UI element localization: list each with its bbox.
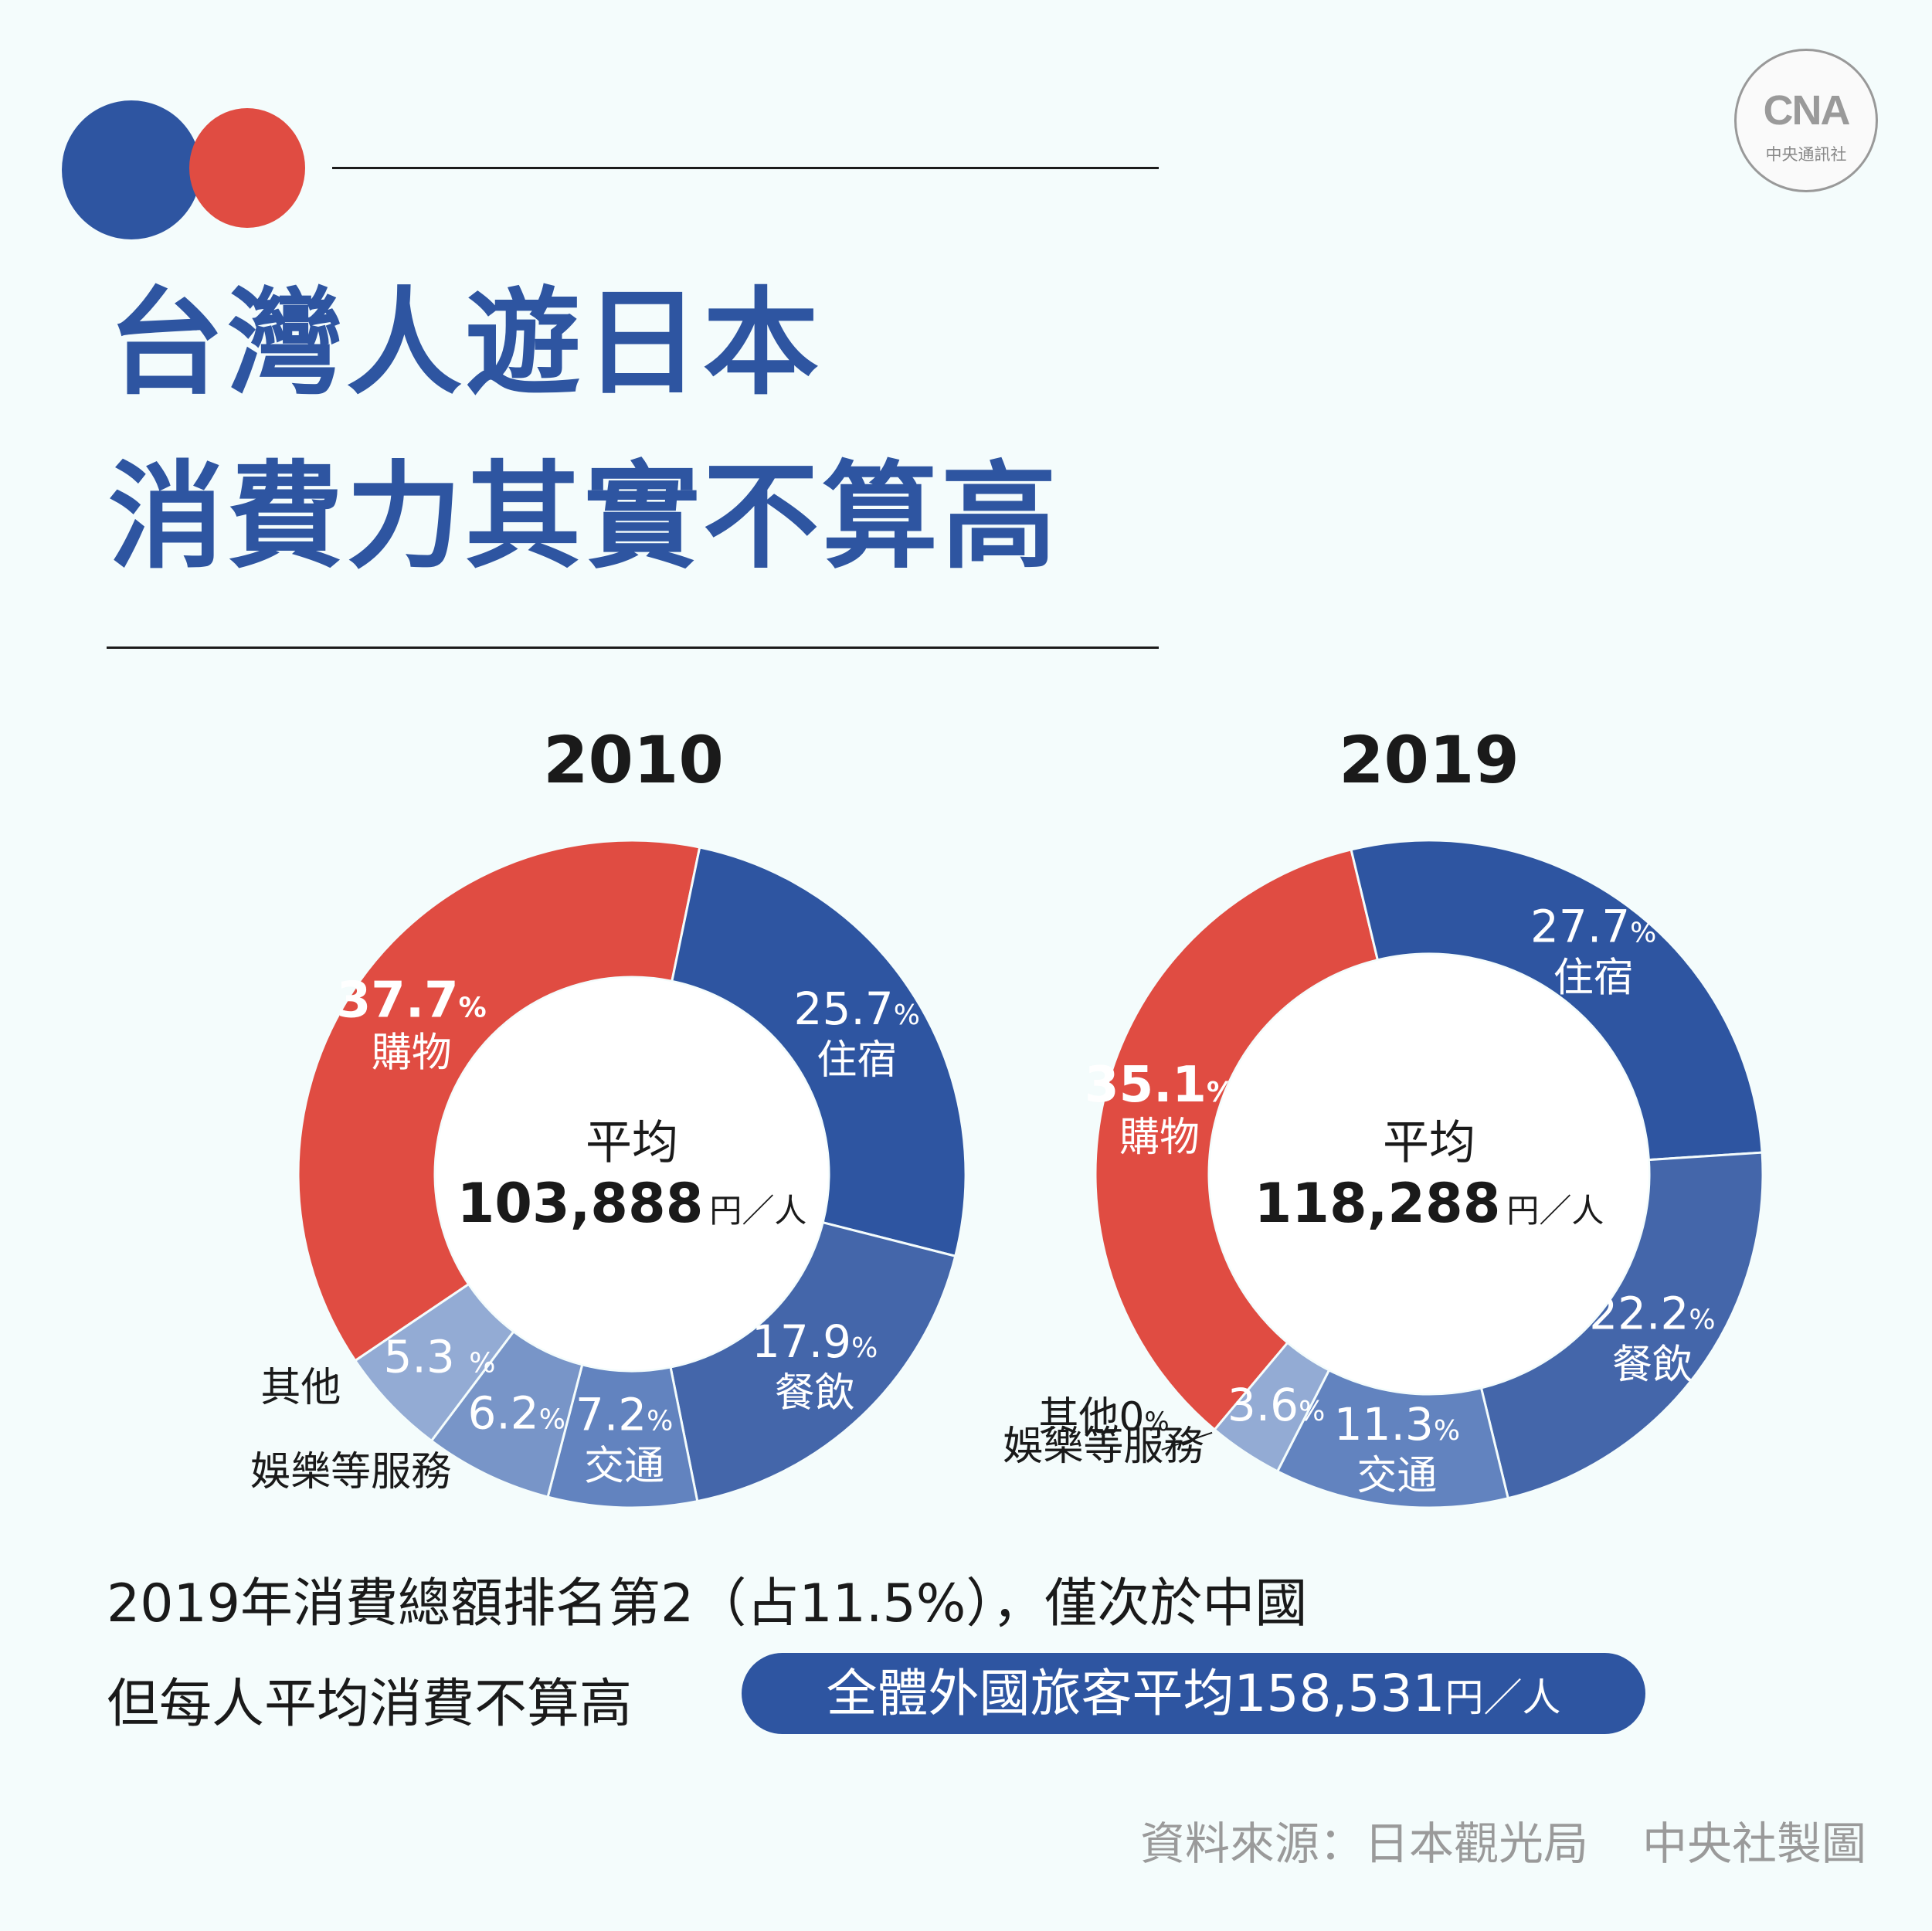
center-unit: 円／人 — [1506, 1192, 1604, 1230]
value-label-1-0: 35.1% — [1085, 1057, 1234, 1114]
percent-sign: % — [469, 1348, 495, 1380]
logo-text: 中央通訊社 — [1765, 145, 1847, 164]
logo-mark: CNA — [1763, 87, 1851, 134]
slice-1-4 — [1213, 1341, 1331, 1473]
percent-sign: % — [1299, 1396, 1325, 1427]
center-label-1: 平均 — [1383, 1116, 1475, 1170]
percent-sign: % — [894, 999, 920, 1031]
value-label-1-2: 22.2% — [1589, 1287, 1715, 1339]
slice-name-1-1: 住宿 — [1553, 955, 1634, 1001]
divider-bottom — [107, 646, 1159, 649]
slice-name-0-1: 住宿 — [817, 1037, 897, 1084]
divider-top — [332, 167, 1159, 169]
note-line1: 2019年消費總額排名第2（占11.5%），僅次於中國 — [107, 1573, 1308, 1634]
percent-sign: % — [1689, 1304, 1715, 1335]
slice-name-1-2: 餐飲 — [1612, 1342, 1693, 1388]
value-label-1-1: 27.7% — [1530, 900, 1656, 952]
percent-sign: % — [1144, 1407, 1169, 1437]
slice-0-5 — [353, 1282, 515, 1443]
percent-sign: % — [851, 1332, 878, 1364]
cna-logo: CNA 中央通訊社 — [1734, 49, 1878, 192]
source-text: 資料來源：日本觀光局 — [1139, 1817, 1588, 1870]
percent-sign: % — [539, 1403, 565, 1435]
outer-label-1-5: 其他0% — [1038, 1394, 1169, 1441]
outer-label-0-4: 娛樂等服務 — [250, 1449, 451, 1495]
donut-hole-1 — [1210, 955, 1648, 1393]
leader-line-1-5 — [1161, 1431, 1213, 1451]
slice-name-1-3: 交通 — [1356, 1453, 1437, 1499]
slice-1-0 — [1094, 848, 1380, 1432]
percent-sign: % — [1434, 1415, 1460, 1447]
percent-sign: % — [1630, 917, 1656, 949]
slice-0-1 — [671, 846, 967, 1258]
decor-blue-circle — [62, 100, 201, 239]
slice-0-2 — [669, 1220, 957, 1503]
slice-name-0-2: 餐飲 — [775, 1370, 855, 1417]
slice-name-0-3: 交通 — [584, 1443, 664, 1489]
slice-name-0-0: 購物 — [372, 1030, 452, 1077]
value-label-0-5: 5.3 % — [384, 1331, 496, 1383]
page-title-line1: 台灣人遊日本 — [108, 277, 823, 411]
outer-label-0-5: 其他 — [260, 1365, 341, 1411]
slice-1-2 — [1479, 1151, 1764, 1500]
value-label-0-2: 17.9% — [752, 1315, 878, 1368]
decor-red-circle — [189, 108, 305, 228]
note-line2: 但每人平均消費不算高 — [107, 1674, 633, 1735]
chart-title-2019: 2019 — [1339, 722, 1519, 798]
percent-sign: % — [647, 1405, 673, 1437]
chart-title-2010: 2010 — [543, 722, 724, 798]
donut-hole-0 — [436, 978, 828, 1370]
slice-name-1-0: 購物 — [1119, 1115, 1200, 1161]
page-title-line2: 消費力其實不算高 — [108, 450, 1061, 585]
outer-value: 0 — [1119, 1394, 1144, 1441]
average-pill: 全體外國旅客平均158,531円／人 — [742, 1653, 1645, 1734]
percent-sign: % — [459, 993, 487, 1024]
center-unit: 円／人 — [709, 1192, 806, 1230]
center-label-0: 平均 — [586, 1116, 678, 1170]
slice-0-0 — [297, 839, 701, 1363]
pill-text: 全體外國旅客平均158,531 — [826, 1664, 1445, 1723]
credit-text: 中央社製圖 — [1642, 1817, 1866, 1870]
source-line: 資料來源：日本觀光局 中央社製圖 — [1140, 1807, 1866, 1872]
slice-1-1 — [1350, 839, 1764, 1162]
pill-unit: 円／人 — [1445, 1675, 1561, 1720]
percent-sign: % — [1207, 1077, 1234, 1108]
